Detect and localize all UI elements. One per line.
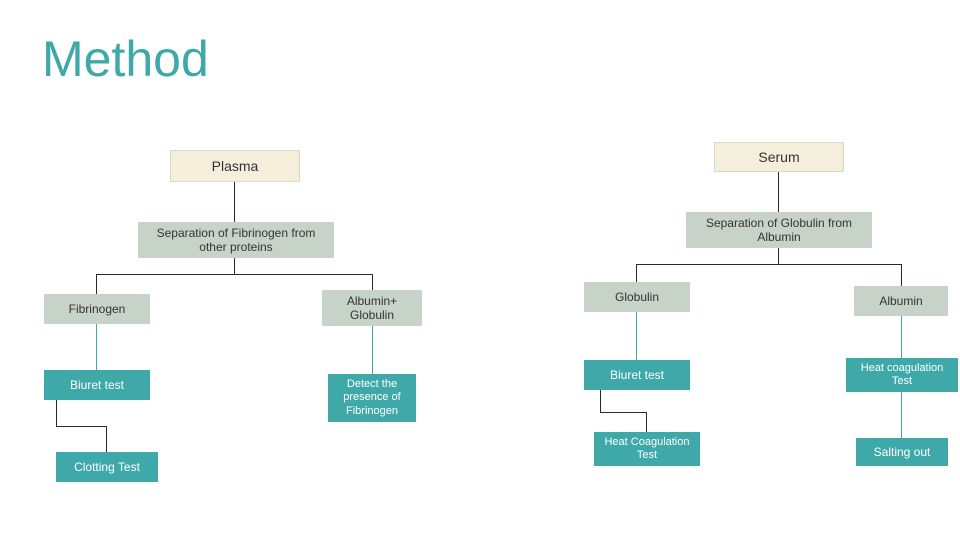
node-sep_glob: Separation of Globulin from Albumin: [686, 212, 872, 248]
edge: [636, 312, 637, 360]
node-detect_fib: Detect the presence of Fibrinogen: [328, 374, 416, 422]
node-plasma: Plasma: [170, 150, 300, 182]
node-globulin: Globulin: [584, 282, 690, 312]
node-fibrinogen: Fibrinogen: [44, 294, 150, 324]
edge: [778, 172, 779, 212]
node-albumin: Albumin: [854, 286, 948, 316]
node-clotting: Clotting Test: [56, 452, 158, 482]
edge: [901, 316, 902, 358]
edge: [646, 412, 647, 432]
edge: [372, 274, 373, 290]
edge: [901, 264, 902, 286]
edge: [636, 264, 902, 265]
edge: [234, 182, 235, 222]
node-alb_glob: Albumin+ Globulin: [322, 290, 422, 326]
node-biuret1: Biuret test: [44, 370, 150, 400]
edge: [56, 426, 106, 427]
edge: [106, 426, 107, 452]
edge: [234, 258, 235, 274]
page-title: Method: [42, 30, 209, 88]
node-sep_fib: Separation of Fibrinogen from other prot…: [138, 222, 334, 258]
edge: [600, 390, 601, 412]
edge: [96, 274, 97, 294]
edge: [600, 412, 646, 413]
edge: [778, 248, 779, 264]
edge: [636, 264, 637, 282]
node-salting: Salting out: [856, 438, 948, 466]
node-serum: Serum: [714, 142, 844, 172]
edge: [901, 392, 902, 438]
node-heat_coag1: Heat Coagulation Test: [594, 432, 700, 466]
node-heat_coag2: Heat coagulation Test: [846, 358, 958, 392]
edge: [56, 400, 57, 426]
node-biuret2: Biuret test: [584, 360, 690, 390]
edge: [96, 324, 97, 370]
edge: [96, 274, 372, 275]
edge: [372, 326, 373, 374]
